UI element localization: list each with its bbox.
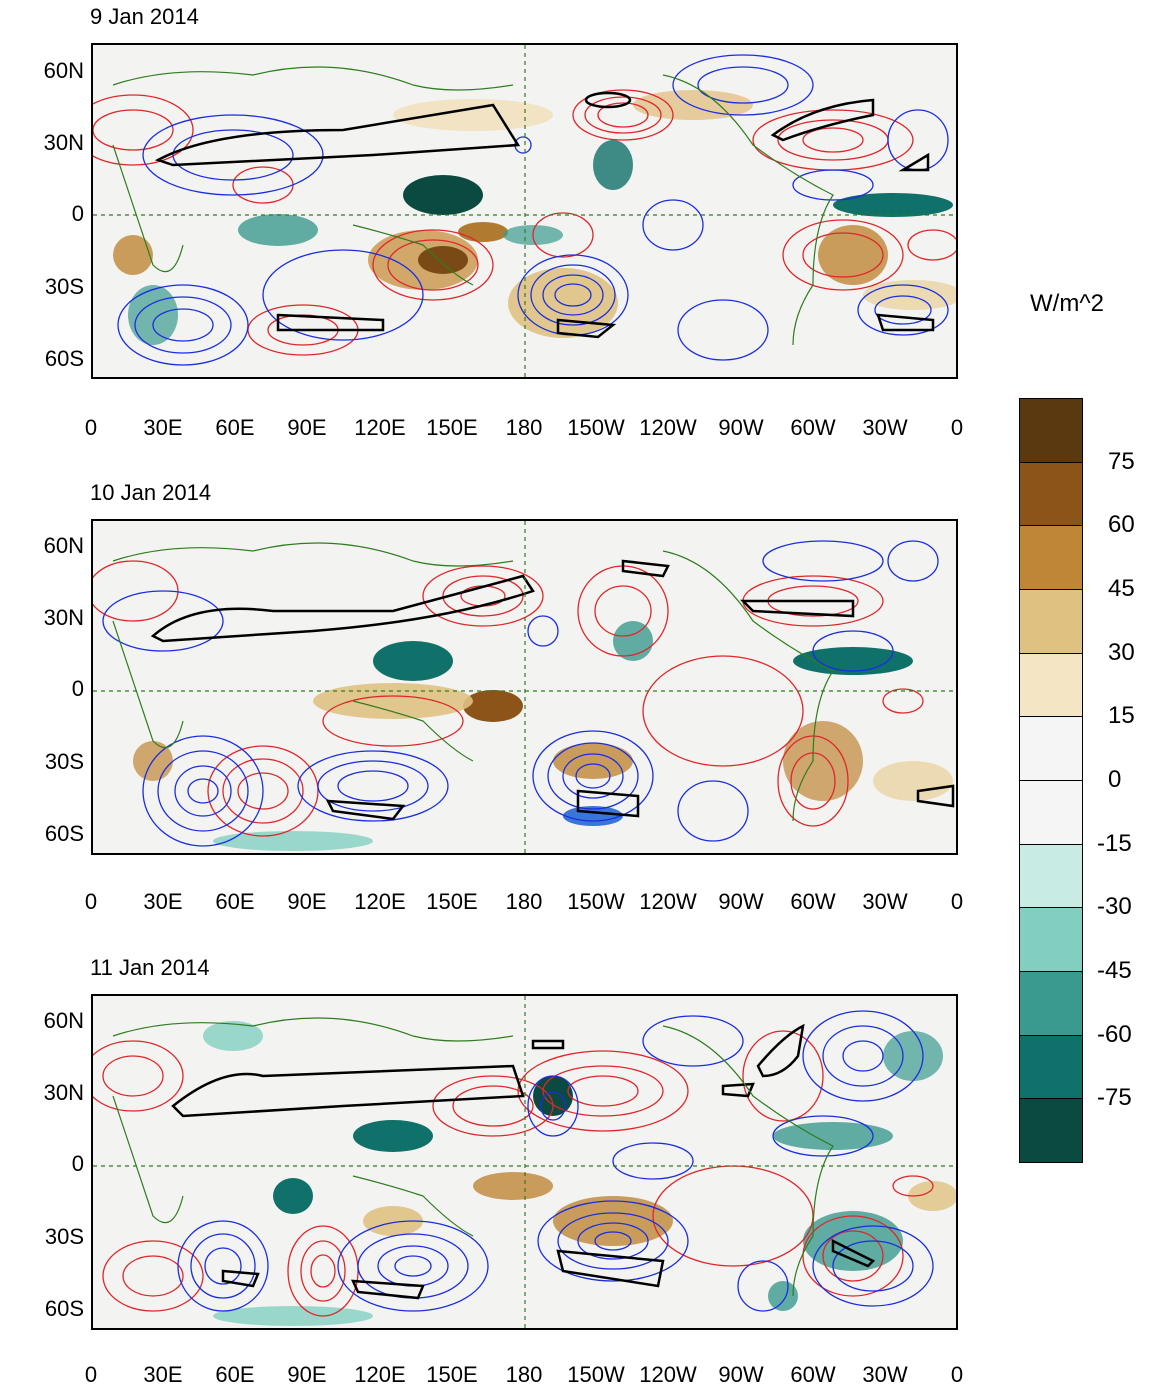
x-tick: 0 bbox=[84, 889, 98, 914]
x-tick: 60W bbox=[790, 889, 836, 914]
x-tick: 120E bbox=[354, 1362, 406, 1387]
colorbar bbox=[1019, 398, 1083, 1163]
y-tick: 60N bbox=[43, 58, 84, 83]
x-tick: 60E bbox=[215, 415, 255, 440]
colorbar-label: 45 bbox=[1108, 575, 1135, 602]
y-tick: 60S bbox=[44, 1296, 84, 1321]
x-tick: 90E bbox=[287, 889, 327, 914]
x-tick: 150W bbox=[567, 415, 625, 440]
map-field-1 bbox=[93, 45, 956, 377]
x-tick: 150E bbox=[426, 889, 478, 914]
colorbar-box bbox=[1019, 589, 1083, 654]
x-tick: 0 bbox=[950, 889, 964, 914]
x-tick: 150E bbox=[426, 415, 478, 440]
y-tick: 30S bbox=[44, 1224, 84, 1249]
x-tick: 150W bbox=[567, 889, 625, 914]
colorbar-label: 15 bbox=[1108, 702, 1135, 730]
map-panel-1 bbox=[91, 43, 958, 379]
y-tick: 0 bbox=[71, 1151, 84, 1176]
x-tick: 90E bbox=[287, 1362, 327, 1387]
x-tick: 0 bbox=[950, 415, 964, 440]
colorbar-label: -75 bbox=[1097, 1084, 1132, 1112]
x-tick: 180 bbox=[505, 415, 543, 440]
y-tick: 30N bbox=[43, 605, 84, 630]
colorbar-box bbox=[1019, 716, 1083, 781]
x-tick: 120W bbox=[639, 889, 697, 914]
panel-title: 9 Jan 2014 bbox=[90, 4, 199, 29]
x-tick: 30W bbox=[862, 889, 908, 914]
x-tick: 120E bbox=[354, 415, 406, 440]
colorbar-box bbox=[1019, 525, 1083, 590]
colorbar-box bbox=[1019, 461, 1083, 527]
x-tick: 30W bbox=[862, 415, 908, 440]
y-tick: 60S bbox=[44, 821, 84, 846]
colorbar-box bbox=[1019, 907, 1083, 972]
colorbar-box bbox=[1019, 843, 1083, 909]
colorbar-label: -30 bbox=[1097, 893, 1132, 921]
map-panel-3 bbox=[91, 994, 958, 1330]
y-tick: 30S bbox=[44, 749, 84, 774]
x-tick: 90E bbox=[287, 415, 327, 440]
x-tick: 30E bbox=[143, 889, 183, 914]
panel-title: 10 Jan 2014 bbox=[90, 480, 212, 505]
x-tick: 0 bbox=[950, 1362, 964, 1387]
x-tick: 60E bbox=[215, 889, 255, 914]
colorbar-label: -60 bbox=[1097, 1020, 1132, 1048]
x-tick: 150W bbox=[567, 1362, 625, 1387]
x-tick: 60E bbox=[215, 1362, 255, 1387]
colorbar-label: 0 bbox=[1108, 766, 1122, 793]
x-tick: 90W bbox=[718, 415, 764, 440]
panel-title: 11 Jan 2014 bbox=[90, 955, 210, 980]
colorbar-box bbox=[1019, 971, 1083, 1036]
x-tick: 60W bbox=[790, 1362, 836, 1387]
y-tick: 30S bbox=[44, 274, 84, 299]
x-tick: 120W bbox=[639, 415, 697, 440]
x-tick: 120W bbox=[639, 1362, 697, 1387]
colorbar-label: -15 bbox=[1097, 829, 1132, 857]
x-tick: 90W bbox=[718, 889, 764, 914]
colorbar-box bbox=[1019, 398, 1083, 463]
y-tick: 0 bbox=[71, 201, 84, 226]
x-tick: 0 bbox=[84, 415, 98, 440]
colorbar-box bbox=[1019, 652, 1083, 718]
y-tick: 30N bbox=[43, 1080, 84, 1105]
x-tick: 60W bbox=[790, 415, 836, 440]
x-tick: 120E bbox=[354, 889, 406, 914]
y-tick: 60N bbox=[43, 1008, 84, 1033]
x-tick: 30W bbox=[862, 1362, 908, 1387]
map-panel-2 bbox=[91, 519, 958, 855]
x-tick: 150E bbox=[426, 1362, 478, 1387]
colorbar-label: -45 bbox=[1097, 957, 1132, 984]
y-tick: 30N bbox=[43, 130, 84, 155]
map-field-3 bbox=[93, 996, 956, 1328]
colorbar-box bbox=[1019, 1098, 1083, 1163]
x-tick: 0 bbox=[84, 1362, 98, 1387]
colorbar-box bbox=[1019, 1034, 1083, 1100]
y-tick: 0 bbox=[71, 676, 84, 701]
colorbar-label: 75 bbox=[1108, 447, 1135, 475]
colorbar-box bbox=[1019, 780, 1083, 845]
x-tick: 180 bbox=[505, 889, 543, 914]
x-tick: 30E bbox=[143, 1362, 183, 1387]
x-tick: 180 bbox=[505, 1362, 543, 1387]
colorbar-label: 60 bbox=[1108, 511, 1135, 539]
map-field-2 bbox=[93, 521, 956, 853]
y-tick: 60N bbox=[43, 533, 84, 558]
colorbar-unit: W/m^2 bbox=[1030, 290, 1104, 317]
x-tick: 90W bbox=[718, 1362, 764, 1387]
colorbar-label: 30 bbox=[1108, 638, 1135, 666]
x-tick: 30E bbox=[143, 415, 183, 440]
y-tick: 60S bbox=[44, 346, 84, 371]
